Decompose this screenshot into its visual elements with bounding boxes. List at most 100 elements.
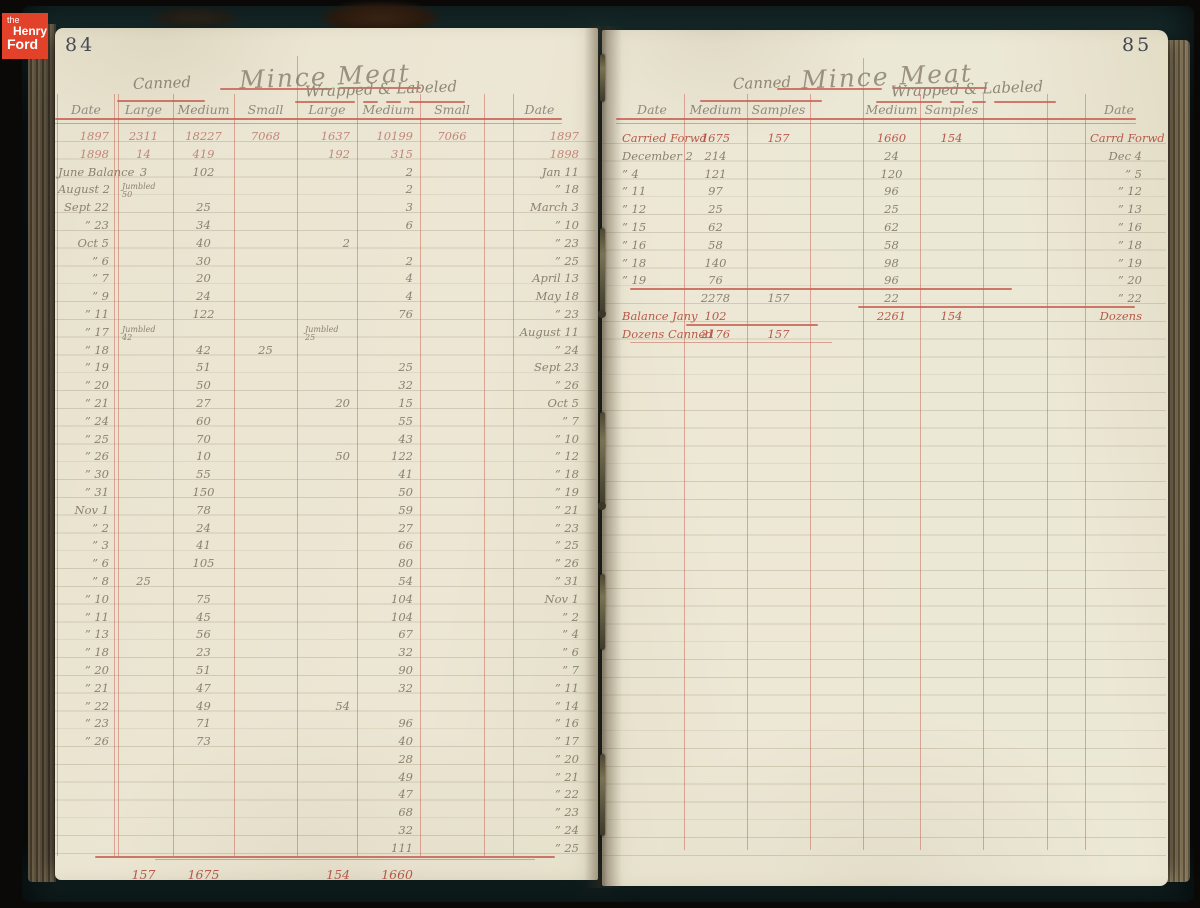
- cell: [297, 199, 357, 217]
- group-underline: [409, 101, 465, 104]
- cell: 150: [192, 484, 215, 499]
- cell: [747, 166, 810, 184]
- cell: [114, 680, 173, 698]
- cell: 96: [884, 184, 899, 199]
- cell: [420, 431, 484, 449]
- table-row: ” 23 34 6 ” 10: [58, 217, 595, 235]
- cell: [810, 148, 863, 166]
- cell: ” 12: [1117, 184, 1142, 199]
- cell: 62: [884, 219, 899, 234]
- cell: [297, 591, 357, 609]
- cell: [297, 751, 357, 769]
- cell: 32: [398, 823, 413, 838]
- cell: [420, 804, 484, 822]
- cell: ” 21: [84, 395, 109, 410]
- cell: 28: [398, 751, 413, 766]
- cell: August 11: [519, 324, 579, 339]
- cell: 42: [196, 342, 211, 357]
- cell: ” 26: [84, 734, 109, 749]
- page-number-left: 84: [65, 34, 96, 56]
- cell: [114, 786, 173, 804]
- cell: 2: [405, 164, 413, 179]
- cell: 102: [704, 308, 727, 323]
- cell: Small: [434, 102, 470, 117]
- cell: Jumbled 42: [122, 324, 156, 342]
- cell: 7068: [250, 129, 281, 143]
- group-header-canned: Canned: [132, 72, 192, 94]
- cell: 43: [398, 431, 413, 446]
- table-row: ” 2 24 27 ” 23: [58, 520, 595, 538]
- table-row: 68 ” 23: [58, 804, 595, 822]
- cell: [1047, 219, 1090, 237]
- cell: 32: [398, 378, 413, 393]
- cell: [297, 626, 357, 644]
- cell: 24: [196, 289, 211, 304]
- cell: Dozens: [1099, 308, 1142, 323]
- cell: [234, 591, 297, 609]
- cell: 1675: [187, 867, 220, 882]
- cell: ” 30: [84, 467, 109, 482]
- cell: ” 12: [554, 449, 579, 464]
- cell: 41: [398, 467, 413, 482]
- cell: [420, 359, 484, 377]
- table-row: August 2 Jumbled 50 2 ” 18: [58, 181, 595, 199]
- cell: 73: [196, 734, 211, 749]
- cell: [920, 326, 983, 344]
- cell: 47: [398, 787, 413, 802]
- cell: [234, 822, 297, 840]
- cell: [810, 130, 863, 148]
- cell: [420, 573, 484, 591]
- cell: [1047, 148, 1090, 166]
- cell: 34: [196, 217, 211, 232]
- sum-rule: [686, 324, 818, 326]
- cell: [920, 148, 983, 166]
- cell: ” 9: [92, 289, 109, 304]
- cell: May 18: [535, 289, 579, 304]
- cell: [1047, 308, 1090, 326]
- cover-stain: [150, 8, 240, 28]
- table-row: 47 ” 22: [58, 786, 595, 804]
- cell: [234, 306, 297, 324]
- cell: ” 16: [554, 716, 579, 731]
- table-row: ” 11 97 96 ” 12: [620, 183, 1148, 201]
- cell: [420, 146, 484, 164]
- cell: [420, 502, 484, 520]
- cell: [357, 698, 420, 716]
- cell: ” 22: [554, 787, 579, 802]
- cell: Date: [524, 102, 555, 117]
- cell: [114, 502, 173, 520]
- cell: [297, 715, 357, 733]
- cell: ” 2: [562, 609, 579, 624]
- cell: [114, 840, 173, 858]
- column-rule: [810, 94, 811, 850]
- cell: [920, 201, 983, 219]
- cell: ” 18: [554, 467, 579, 482]
- cell: Large: [308, 102, 346, 117]
- cell: 1675: [700, 131, 731, 145]
- cell: ” 23: [554, 306, 579, 321]
- column-rule: [357, 94, 358, 856]
- cell: [1047, 166, 1090, 184]
- cell: ” 23: [84, 217, 109, 232]
- cell: [357, 235, 420, 253]
- cell: [420, 288, 484, 306]
- cell: [173, 324, 234, 342]
- cell: ” 19: [622, 273, 647, 288]
- cell: [173, 840, 234, 858]
- cell: [983, 308, 1047, 326]
- table-row: ” 21 27 20 15 Oct 5: [58, 395, 595, 413]
- cell: 98: [884, 255, 899, 270]
- cell: 102: [192, 164, 215, 179]
- cell: ” 13: [84, 627, 109, 642]
- sum-rule: [630, 342, 832, 343]
- cell: ” 12: [622, 202, 647, 217]
- cell: [620, 290, 684, 308]
- cell: Samples: [924, 102, 979, 117]
- cell: [173, 822, 234, 840]
- cell: 51: [196, 360, 211, 375]
- cell: [114, 359, 173, 377]
- cell: 27: [196, 395, 211, 410]
- cell: ” 4: [562, 627, 579, 642]
- cell: ” 26: [554, 378, 579, 393]
- cell: [234, 377, 297, 395]
